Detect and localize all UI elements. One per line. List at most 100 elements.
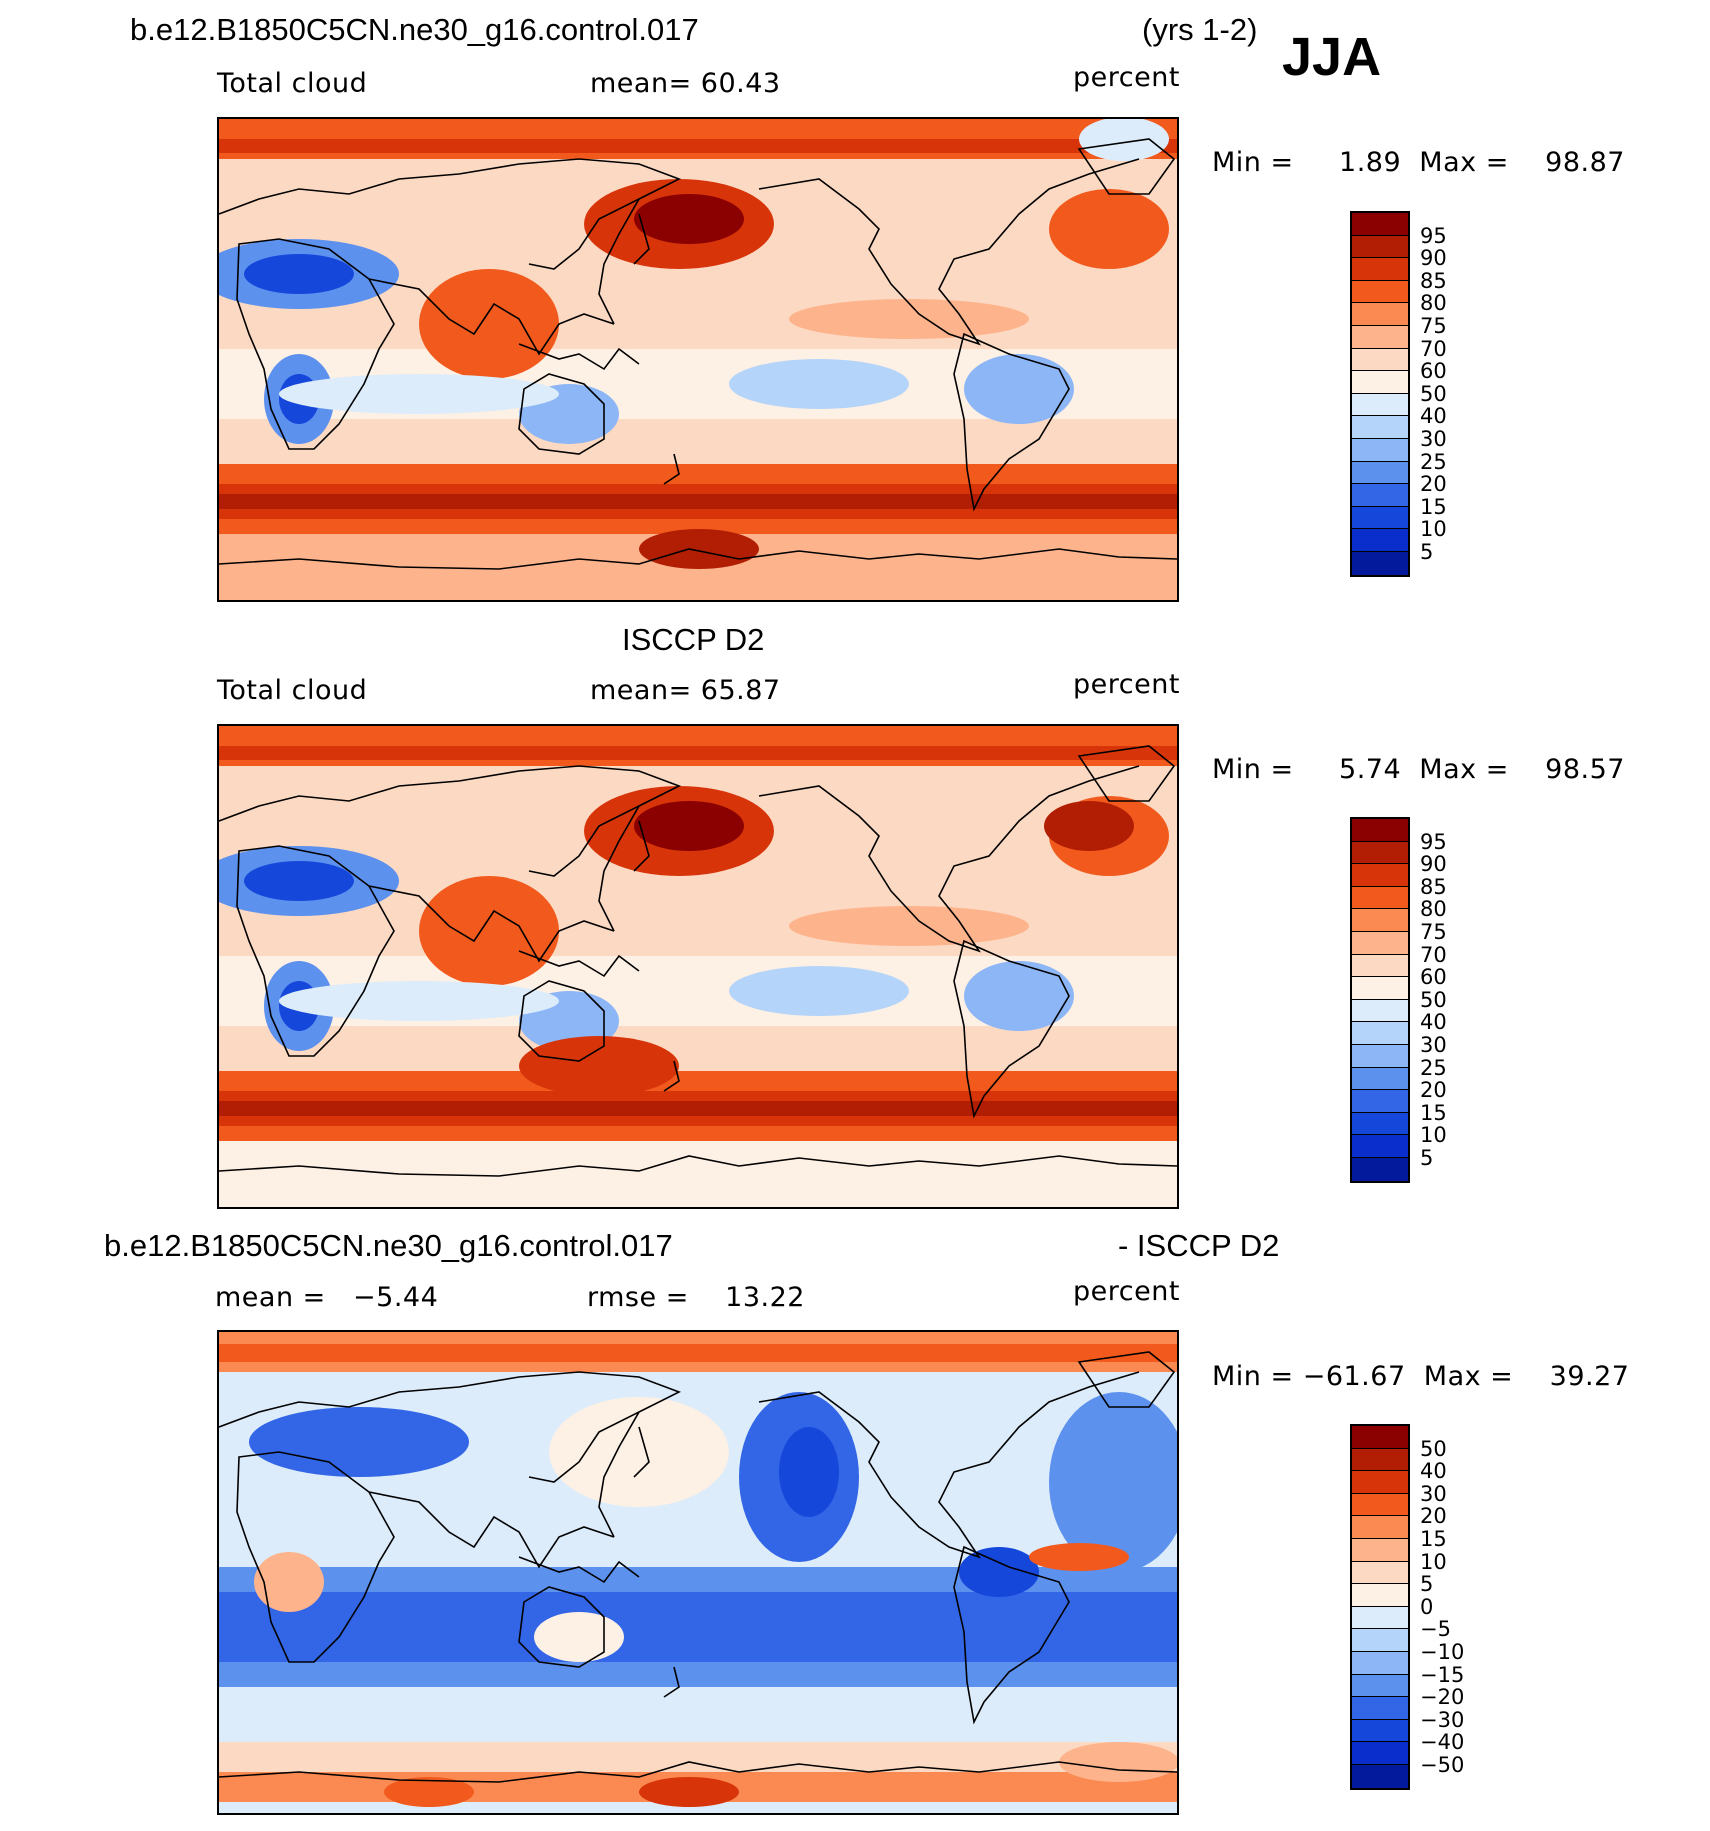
colorbar-tick-label: 80 [1420,291,1447,316]
panel2-variable: Total cloud [217,675,368,706]
colorbar-swatch [1352,1606,1408,1630]
colorbar-swatch [1352,1742,1408,1765]
colorbar-swatch [1352,909,1408,932]
colorbar-swatch [1352,841,1408,865]
colorbar-tick-label: 20 [1420,1078,1447,1103]
map-model-total-cloud [217,117,1179,602]
colorbar-swatch [1352,1067,1408,1091]
colorbar-swatch [1352,1448,1408,1472]
colorbar-tick-label: −40 [1420,1730,1465,1755]
colorbar-swatch [1352,1493,1408,1517]
colorbar-tick-label: 5 [1420,540,1434,564]
colorbar-tick-label: 95 [1420,223,1447,248]
colorbar-swatch [1352,1561,1408,1585]
colorbar-swatch [1352,416,1408,439]
colorbar-swatch [1352,393,1408,417]
colorbar-tick-label: 70 [1420,336,1447,361]
colorbar-swatch [1352,1538,1408,1562]
colorbar-tick-label: 30 [1420,1481,1447,1506]
colorbar-tick-label: −30 [1420,1707,1465,1732]
colorbar-tick-label: 85 [1420,268,1447,293]
colorbar-swatch [1352,303,1408,326]
colorbar-swatch [1352,371,1408,394]
panel2-title: ISCCP D2 [622,622,765,657]
colorbar-swatch [1352,280,1408,304]
panel3-minmax: Min = −61.67 Max = 39.27 [1212,1361,1630,1392]
colorbar-swatch [1352,1471,1408,1494]
colorbar-swatch [1352,1697,1408,1720]
colorbar-swatch [1352,1044,1408,1068]
colorbar-swatch [1352,999,1408,1023]
colorbar-tick-label: 30 [1420,1033,1447,1057]
colorbar-swatch [1352,484,1408,507]
colorbar-panel3 [1350,1424,1410,1790]
colorbar-tick-label: 50 [1420,381,1447,406]
colorbar-tick-label: 15 [1420,1100,1447,1125]
colorbar-swatch [1352,954,1408,978]
colorbar-swatch [1352,1629,1408,1652]
colorbar-swatch [1352,461,1408,485]
colorbar-swatch [1352,1090,1408,1113]
panel3-rmse: rmse = 13.22 [587,1282,805,1313]
colorbar-swatch [1352,886,1408,910]
years-label: (yrs 1-2) [1142,12,1258,47]
case-title: b.e12.B1850C5CN.ne30_g16.control.017 [130,12,699,47]
colorbar-tick-label: −15 [1420,1662,1465,1687]
colorbar-tick-label: 20 [1420,472,1447,497]
colorbar-tick-label: 60 [1420,965,1447,990]
panel1-minmax: Min = 1.89 Max = 98.87 [1212,147,1625,178]
colorbar-swatch [1352,506,1408,530]
colorbar-swatch [1352,1584,1408,1607]
colorbar-tick-label: 60 [1420,359,1447,384]
colorbar-tick-label: −10 [1420,1640,1465,1664]
colorbar-swatch [1352,213,1408,236]
colorbar-tick-label: 40 [1420,1010,1447,1035]
panel3-mean: mean = −5.44 [215,1282,439,1313]
colorbar-tick-label: 0 [1420,1594,1434,1619]
panel2-minmax: Min = 5.74 Max = 98.57 [1212,754,1625,785]
colorbar-swatch [1352,1112,1408,1136]
colorbar-swatch [1352,438,1408,462]
colorbar-tick-label: 80 [1420,897,1447,922]
panel1-mean: mean= 60.43 [590,68,781,99]
colorbar-tick-label: −5 [1420,1617,1451,1642]
colorbar-tick-label: 75 [1420,920,1447,944]
colorbar-tick-label: 50 [1420,987,1447,1012]
colorbar-tick-label: 20 [1420,1504,1447,1529]
colorbar-tick-label: 10 [1420,517,1447,542]
panel1-variable: Total cloud [217,68,368,99]
colorbar-swatch [1352,1426,1408,1449]
colorbar-swatch [1352,977,1408,1000]
colorbar-tick-label: 75 [1420,314,1447,338]
colorbar-tick-label: 95 [1420,829,1447,854]
colorbar-swatch [1352,551,1408,575]
colorbar-tick-label: −50 [1420,1753,1465,1777]
colorbar-tick-label: 5 [1420,1146,1434,1170]
panel1-units: percent [1073,62,1180,93]
panel2-units: percent [1073,669,1180,700]
panel3-title-right: - ISCCP D2 [1118,1228,1280,1263]
colorbar-swatch [1352,1764,1408,1788]
colorbar-swatch [1352,529,1408,552]
colorbar-tick-label: 50 [1420,1436,1447,1461]
colorbar-tick-label: 25 [1420,449,1447,474]
colorbar-tick-label: 30 [1420,427,1447,451]
colorbar-swatch [1352,1651,1408,1675]
season-label: JJA [1282,27,1382,87]
colorbar-swatch [1352,1674,1408,1698]
colorbar-tick-label: −20 [1420,1685,1465,1710]
colorbar-tick-label: 90 [1420,246,1447,271]
panel3-units: percent [1073,1276,1180,1307]
colorbar-tick-label: 10 [1420,1549,1447,1574]
colorbar-swatch [1352,1719,1408,1743]
colorbar-swatch [1352,258,1408,281]
colorbar-swatch [1352,819,1408,842]
colorbar-tick-label: 90 [1420,852,1447,877]
colorbar-swatch [1352,864,1408,887]
colorbar-tick-label: 15 [1420,494,1447,519]
colorbar-swatch [1352,1516,1408,1539]
colorbar-panel2 [1350,817,1410,1183]
colorbar-tick-label: 10 [1420,1123,1447,1148]
colorbar-panel1 [1350,211,1410,577]
colorbar-tick-label: 85 [1420,874,1447,899]
